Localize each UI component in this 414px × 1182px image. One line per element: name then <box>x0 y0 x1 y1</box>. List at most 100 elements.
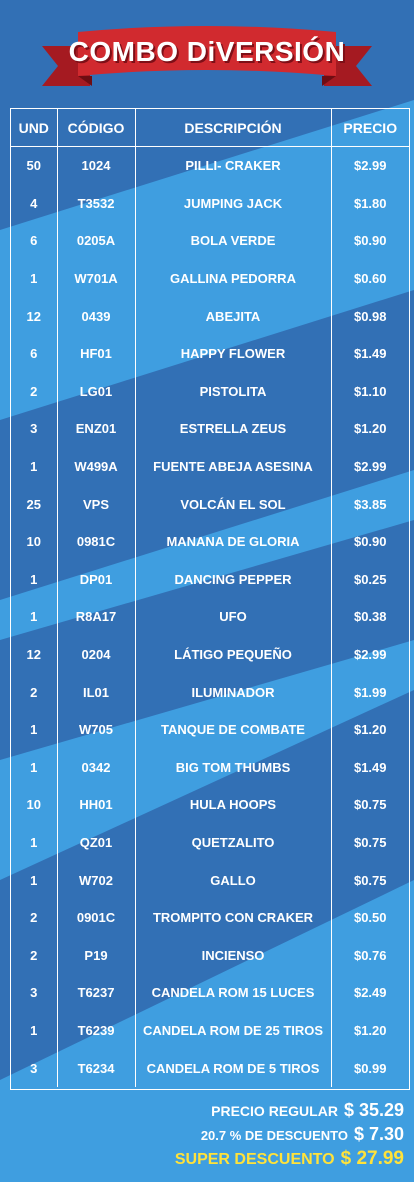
cell-descripcion: MANANA DE GLORIA <box>134 522 331 561</box>
cell-und: 1 <box>30 1022 38 1038</box>
cell-precio: $1.49 <box>330 334 409 373</box>
cell-codigo: W705 <box>56 710 135 749</box>
column-header-precio: PRECIO <box>330 109 409 147</box>
cell-precio: $3.85 <box>330 485 409 523</box>
cell-precio: $1.20 <box>330 1011 409 1050</box>
cell-codigo: T3532 <box>56 184 135 223</box>
cell-codigo: T6239 <box>56 1011 135 1050</box>
cell-descripcion: ESTRELLA ZEUS <box>134 410 331 448</box>
cell-descripcion: BOLA VERDE <box>134 222 331 260</box>
discount-row: 20.7 % DE DESCUENTO $ 7.30 <box>175 1124 404 1148</box>
cell-precio: $2.99 <box>330 146 409 185</box>
cell-und: 12 <box>26 647 41 663</box>
cell-precio: $1.20 <box>330 710 409 749</box>
cell-descripcion: FUENTE ABEJA ASESINA <box>134 447 331 486</box>
regular-price-row: PRECIO REGULAR $ 35.29 <box>175 1100 404 1124</box>
table-row: 2 P19 INCIENSO $0.76 <box>11 936 409 975</box>
column-header-und: UND <box>11 109 57 147</box>
table-row: 4 T3532 JUMPING JACK $1.80 <box>11 184 409 223</box>
cell-und: 3 <box>30 1060 38 1076</box>
cell-und: 1 <box>30 759 38 775</box>
cell-descripcion: QUETZALITO <box>134 823 331 862</box>
cell-codigo: P19 <box>56 936 135 975</box>
cell-und: 25 <box>26 496 41 512</box>
table-row: 25 VPS VOLCÁN EL SOL $3.85 <box>11 485 409 523</box>
totals-block: PRECIO REGULAR $ 35.29 20.7 % DE DESCUEN… <box>175 1100 404 1172</box>
discount-value: $ 7.30 <box>353 1124 404 1144</box>
cell-und: 1 <box>30 459 38 475</box>
cell-precio: $2.99 <box>330 635 409 674</box>
cell-precio: $1.49 <box>330 748 409 787</box>
cell-descripcion: CANDELA ROM 15 LUCES <box>134 974 331 1012</box>
cell-precio: $1.99 <box>330 673 409 711</box>
table-row: 50 1024 PILLI- CRAKER $2.99 <box>11 146 409 185</box>
regular-price-value: $ 35.29 <box>343 1100 404 1120</box>
cell-descripcion: CANDELA ROM DE 25 TIROS <box>134 1011 331 1050</box>
cell-und: 2 <box>30 383 38 399</box>
table-row: 2 LG01 PISTOLITA $1.10 <box>11 372 409 411</box>
cell-precio: $0.60 <box>330 259 409 298</box>
cell-codigo: 0439 <box>56 297 135 335</box>
cell-precio: $0.75 <box>330 786 409 824</box>
super-discount-row: SUPER DESCUENTO $ 27.99 <box>175 1148 404 1172</box>
cell-und: 6 <box>30 233 38 249</box>
cell-codigo: HF01 <box>56 334 135 373</box>
cell-descripcion: GALLO <box>134 861 331 899</box>
table-row: 6 HF01 HAPPY FLOWER $1.49 <box>11 334 409 373</box>
super-discount-label: SUPER DESCUENTO <box>174 1151 335 1168</box>
cell-precio: $2.49 <box>330 974 409 1012</box>
combo-table: UND CÓDIGO DESCRIPCIÓN PRECIO 50 1024 PILL… <box>10 108 410 1090</box>
cell-descripcion: PILLI- CRAKER <box>134 146 331 185</box>
cell-und: 2 <box>30 910 38 926</box>
cell-precio: $0.75 <box>330 823 409 862</box>
table-row: 1 T6239 CANDELA ROM DE 25 TIROS $1.20 <box>11 1011 409 1050</box>
table-row: 10 HH01 HULA HOOPS $0.75 <box>11 786 409 824</box>
cell-precio: $1.20 <box>330 410 409 448</box>
cell-descripcion: TANQUE DE COMBATE <box>134 710 331 749</box>
cell-und: 1 <box>30 872 38 888</box>
table-row: 3 T6237 CANDELA ROM 15 LUCES $2.49 <box>11 974 409 1012</box>
cell-precio: $0.38 <box>330 598 409 636</box>
cell-und: 10 <box>26 534 41 550</box>
cell-und: 50 <box>26 158 41 174</box>
cell-precio: $0.75 <box>330 861 409 899</box>
table-row: 6 0205A BOLA VERDE $0.90 <box>11 222 409 260</box>
table-row: 12 0439 ABEJITA $0.98 <box>11 297 409 335</box>
cell-codigo: HH01 <box>56 786 135 824</box>
cell-precio: $0.98 <box>330 297 409 335</box>
table-row: 1 W701A GALLINA PEDORRA $0.60 <box>11 259 409 298</box>
cell-descripcion: UFO <box>134 598 331 636</box>
cell-codigo: 0901C <box>56 898 135 937</box>
cell-codigo: 0205A <box>56 222 135 260</box>
table-row: 2 0901C TROMPITO CON CRAKER $0.50 <box>11 898 409 937</box>
table-row: 1 0342 BIG TOM THUMBS $1.49 <box>11 748 409 787</box>
cell-codigo: LG01 <box>56 372 135 411</box>
cell-descripcion: CANDELA ROM DE 5 TIROS <box>134 1049 331 1087</box>
cell-descripcion: GALLINA PEDORRA <box>134 259 331 298</box>
table-row: 1 R8A17 UFO $0.38 <box>11 598 409 636</box>
table-row: 12 0204 LÁTIGO PEQUEÑO $2.99 <box>11 635 409 674</box>
table-row: 1 W705 TANQUE DE COMBATE $1.20 <box>11 710 409 749</box>
cell-codigo: 0204 <box>56 635 135 674</box>
cell-und: 10 <box>26 797 41 813</box>
cell-und: 3 <box>30 985 38 1001</box>
cell-und: 3 <box>30 421 38 437</box>
cell-codigo: T6234 <box>56 1049 135 1087</box>
cell-precio: $1.80 <box>330 184 409 223</box>
column-header-descripcion: DESCRIPCIÓN <box>134 109 331 147</box>
cell-und: 1 <box>30 571 38 587</box>
cell-descripcion: DANCING PEPPER <box>134 560 331 599</box>
cell-codigo: T6237 <box>56 974 135 1012</box>
page-title: COMBO DiVERSIÓN <box>68 36 346 67</box>
cell-precio: $0.76 <box>330 936 409 975</box>
cell-codigo: 1024 <box>56 146 135 185</box>
table-header-row: UND CÓDIGO DESCRIPCIÓN PRECIO <box>11 109 409 147</box>
cell-descripcion: ILUMINADOR <box>134 673 331 711</box>
cell-und: 12 <box>26 308 41 324</box>
table-row: 3 ENZ01 ESTRELLA ZEUS $1.20 <box>11 410 409 448</box>
cell-und: 6 <box>30 346 38 362</box>
cell-codigo: DP01 <box>56 560 135 599</box>
table-body: 50 1024 PILLI- CRAKER $2.99 4 T3532 JUMPING JA… <box>11 146 409 1087</box>
cell-descripcion: HAPPY FLOWER <box>134 334 331 373</box>
table-row: 1 QZ01 QUETZALITO $0.75 <box>11 823 409 862</box>
